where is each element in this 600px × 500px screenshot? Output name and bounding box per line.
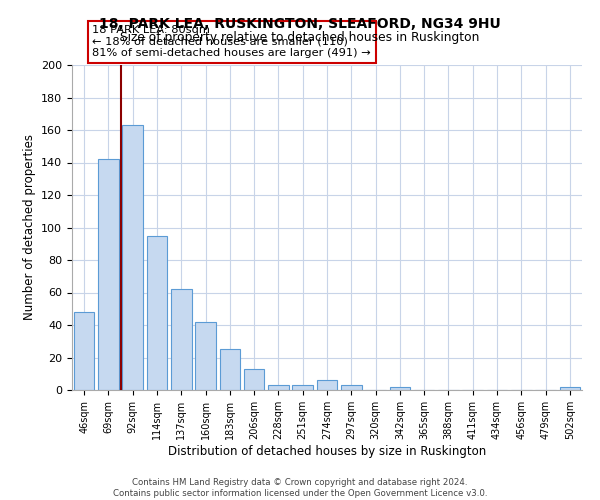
Bar: [268, 385, 289, 390]
Bar: [389, 387, 410, 390]
Bar: [220, 350, 240, 390]
Text: 18 PARK LEA: 80sqm
← 18% of detached houses are smaller (110)
81% of semi-detach: 18 PARK LEA: 80sqm ← 18% of detached hou…: [92, 26, 371, 58]
Bar: [171, 289, 191, 390]
Bar: [292, 385, 313, 390]
Text: 18, PARK LEA, RUSKINGTON, SLEAFORD, NG34 9HU: 18, PARK LEA, RUSKINGTON, SLEAFORD, NG34…: [99, 18, 501, 32]
Bar: [98, 159, 119, 390]
Text: Contains HM Land Registry data © Crown copyright and database right 2024.
Contai: Contains HM Land Registry data © Crown c…: [113, 478, 487, 498]
Text: Size of property relative to detached houses in Ruskington: Size of property relative to detached ho…: [121, 31, 479, 44]
Bar: [74, 312, 94, 390]
X-axis label: Distribution of detached houses by size in Ruskington: Distribution of detached houses by size …: [168, 444, 486, 458]
Bar: [244, 369, 265, 390]
Bar: [122, 125, 143, 390]
Bar: [341, 385, 362, 390]
Bar: [317, 380, 337, 390]
Bar: [195, 322, 216, 390]
Bar: [560, 387, 580, 390]
Y-axis label: Number of detached properties: Number of detached properties: [23, 134, 35, 320]
Bar: [146, 236, 167, 390]
